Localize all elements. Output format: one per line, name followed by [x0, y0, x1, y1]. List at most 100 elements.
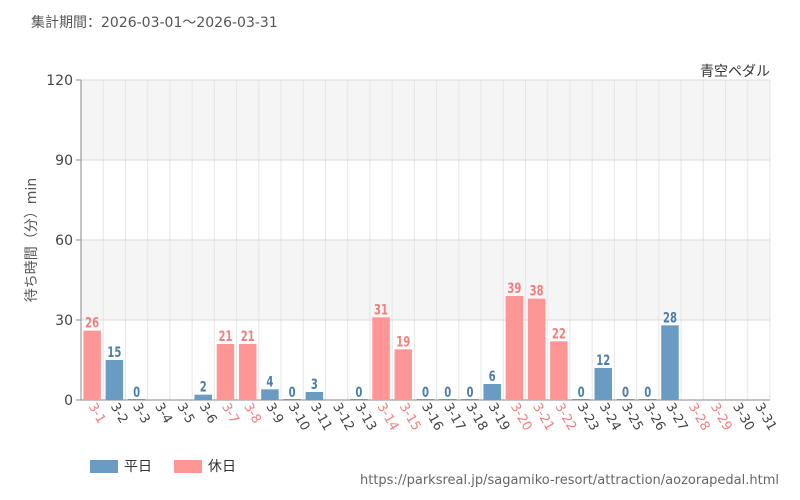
x-tick-label: 3-4 — [151, 401, 175, 427]
bar — [416, 399, 435, 400]
bars — [83, 296, 679, 400]
data-label: 31 — [374, 302, 388, 318]
x-tick-label: 3-14 — [374, 401, 402, 434]
y-tick-label: 60 — [55, 233, 73, 249]
legend: 平日 休日 — [90, 456, 236, 476]
bar — [438, 399, 457, 400]
data-label: 0 — [133, 385, 140, 401]
data-label: 39 — [507, 281, 521, 297]
legend-label-weekday: 平日 — [124, 459, 152, 475]
x-tick-label: 3-13 — [351, 401, 379, 434]
bar — [305, 392, 324, 400]
data-label: 2 — [200, 380, 207, 396]
x-tick-label: 3-17 — [440, 401, 468, 434]
legend-item-holiday[interactable]: 休日 — [174, 456, 236, 476]
data-label: 0 — [622, 385, 629, 401]
bar — [461, 399, 479, 400]
x-tick-label: 3-19 — [485, 401, 513, 434]
bar — [261, 389, 279, 400]
bar — [350, 399, 368, 400]
data-label: 12 — [596, 353, 610, 369]
x-tick-label: 3-29 — [707, 401, 735, 434]
y-tick-label: 90 — [55, 153, 73, 169]
x-tick-label: 3-1 — [85, 401, 109, 427]
y-tick-label: 30 — [55, 313, 73, 329]
x-tick-label: 3-26 — [640, 401, 668, 434]
bar — [238, 344, 257, 400]
source-url[interactable]: https://parksreal.jp/sagamiko-resort/att… — [360, 473, 779, 488]
x-tick-label: 3-24 — [596, 401, 624, 434]
x-tick-label: 3-12 — [329, 401, 357, 434]
data-label: 0 — [466, 385, 473, 401]
bar — [394, 349, 413, 400]
data-label: 6 — [489, 369, 496, 385]
x-tick-label: 3-27 — [663, 401, 691, 434]
data-label: 19 — [396, 334, 410, 350]
bar — [483, 384, 501, 400]
bar — [527, 298, 546, 400]
bar — [105, 360, 124, 400]
x-tick-label: 3-21 — [529, 401, 557, 434]
x-tick-label: 3-10 — [285, 401, 313, 434]
data-label: 0 — [355, 385, 362, 401]
grid-lines — [80, 79, 771, 401]
y-axis-label: 待ち時間（分）min — [24, 178, 40, 302]
data-label: 22 — [552, 326, 566, 342]
plot-bands — [81, 80, 770, 320]
bar — [572, 399, 590, 400]
data-label: 0 — [644, 385, 651, 401]
data-label: 0 — [444, 385, 451, 401]
data-label: 0 — [578, 385, 585, 401]
x-tick-label: 3-15 — [396, 401, 424, 434]
data-label: 21 — [218, 329, 232, 345]
data-label: 28 — [663, 310, 677, 326]
bar — [372, 317, 390, 400]
x-tick-label: 3-6 — [196, 401, 220, 427]
bar — [661, 325, 679, 400]
bar — [127, 399, 146, 400]
data-label: 0 — [289, 385, 296, 401]
data-label: 15 — [107, 345, 121, 361]
x-tick-label: 3-30 — [729, 401, 757, 434]
period-label: 集計期間：2026-03-01～2026-03-31 — [31, 15, 278, 31]
plot-band — [81, 240, 770, 320]
x-tick-label: 3-20 — [507, 401, 535, 434]
bar — [639, 399, 657, 400]
x-tick-label: 3-31 — [751, 401, 779, 434]
x-tick-label: 3-18 — [462, 401, 490, 434]
x-tick-label: 3-5 — [174, 401, 198, 427]
y-tick-label: 120 — [46, 73, 73, 89]
bar — [283, 399, 301, 400]
x-tick-label: 3-11 — [307, 401, 335, 434]
bar — [505, 296, 524, 400]
x-tick-label: 3-25 — [618, 401, 646, 434]
x-tick-label: 3-3 — [129, 401, 153, 427]
legend-item-weekday[interactable]: 平日 — [90, 456, 152, 476]
bar — [594, 368, 613, 400]
y-tick-label: 0 — [64, 393, 73, 409]
bar — [194, 394, 212, 400]
x-tick-label: 3-28 — [685, 401, 713, 434]
x-tick-label: 3-22 — [551, 401, 579, 434]
legend-swatch-holiday — [174, 459, 202, 473]
data-label: 4 — [266, 374, 273, 390]
x-tick-label: 3-7 — [218, 401, 242, 427]
bar — [616, 399, 635, 400]
bar — [550, 341, 568, 400]
data-label: 0 — [422, 385, 429, 401]
data-label: 38 — [530, 284, 544, 300]
chart-title: 青空ペダル — [700, 64, 770, 80]
legend-swatch-weekday — [90, 459, 118, 473]
x-tick-label: 3-2 — [107, 401, 131, 427]
legend-label-holiday: 休日 — [208, 459, 236, 475]
bar — [216, 344, 235, 400]
x-tick-label: 3-23 — [574, 401, 602, 434]
x-tick-label: 3-9 — [262, 401, 286, 427]
bar — [83, 330, 101, 400]
data-label: 26 — [85, 316, 99, 332]
data-label: 3 — [311, 377, 318, 393]
x-tick-label: 3-16 — [418, 401, 446, 434]
data-label: 21 — [241, 329, 255, 345]
